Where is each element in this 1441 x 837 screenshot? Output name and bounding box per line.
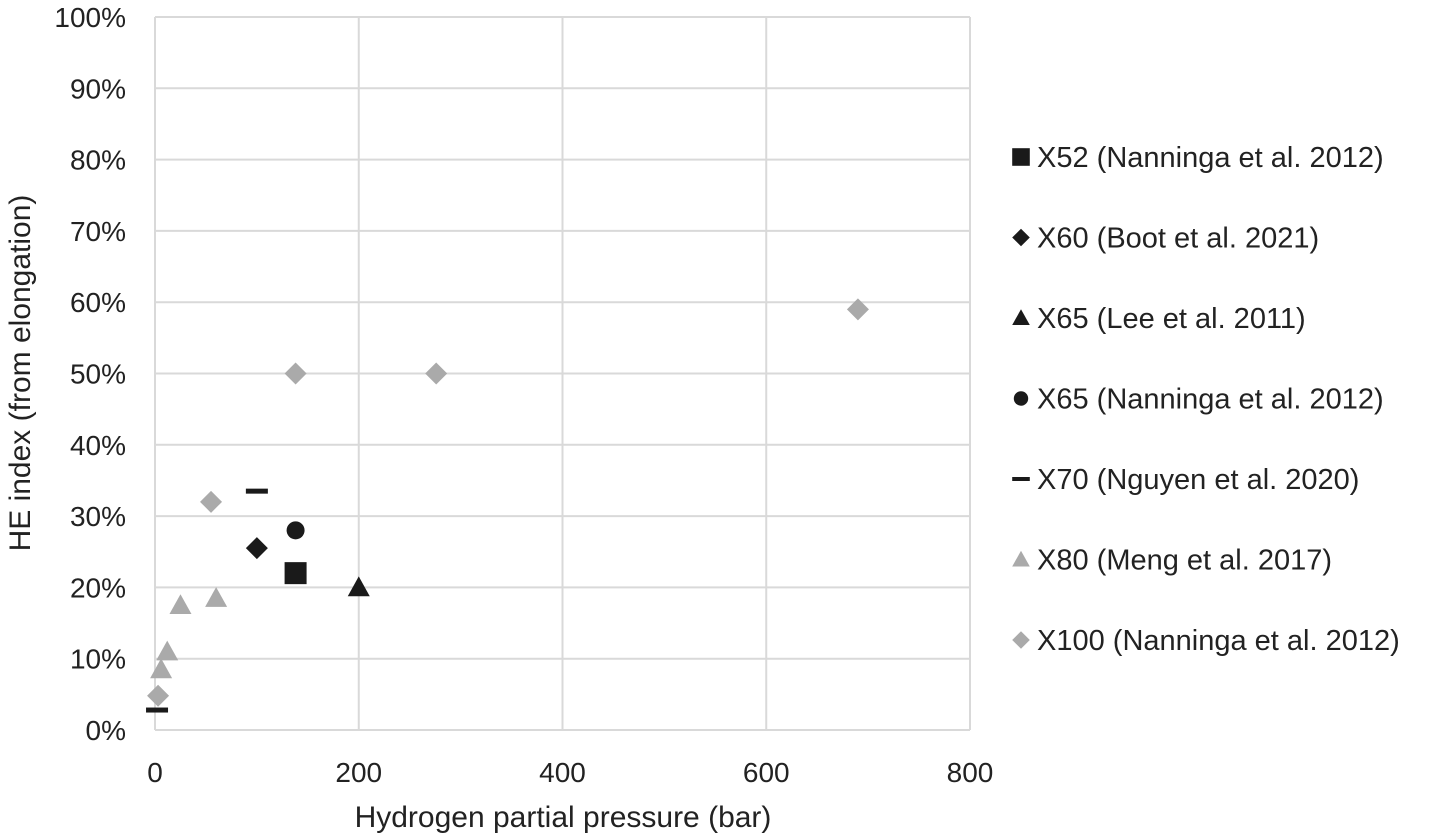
data-point-diamond — [284, 362, 307, 385]
legend-label: X70 (Nguyen et al. 2020) — [1037, 464, 1359, 496]
legend-marker — [1012, 148, 1030, 166]
legend-marker — [1012, 631, 1030, 649]
data-point-diamond — [245, 537, 268, 560]
legend-label: X52 (Nanninga et al. 2012) — [1037, 142, 1384, 174]
y-tick-label: 60% — [70, 287, 126, 318]
data-point-diamond — [200, 490, 223, 513]
legend-marker — [1013, 391, 1029, 406]
data-point-diamond — [846, 298, 869, 321]
y-tick-label: 80% — [70, 145, 126, 176]
y-tick-label: 100% — [54, 2, 126, 33]
data-point-dash — [146, 707, 169, 713]
legend-marker — [1012, 550, 1030, 567]
x-tick-label: 0 — [147, 757, 163, 788]
legend-label: X80 (Meng et al. 2017) — [1037, 545, 1332, 577]
legend-label: X65 (Lee et al. 2011) — [1037, 303, 1306, 335]
data-point-diamond — [425, 362, 448, 385]
legend-marker — [1012, 228, 1030, 247]
x-tick-label: 600 — [743, 757, 790, 788]
y-axis-title: HE index (from elongation) — [4, 195, 37, 552]
data-point-triangle — [347, 576, 370, 597]
x-tick-label: 400 — [539, 757, 586, 788]
y-tick-label: 50% — [70, 359, 126, 390]
y-tick-label: 0% — [86, 715, 126, 746]
data-point-circle — [286, 521, 305, 540]
grid — [154, 16, 971, 731]
legend-marker — [1012, 477, 1030, 481]
y-tick-label: 70% — [70, 216, 126, 247]
data-points — [146, 298, 869, 713]
data-point-triangle — [150, 658, 173, 679]
x-axis-title: Hydrogen partial pressure (bar) — [355, 801, 772, 834]
legend-label: X65 (Nanninga et al. 2012) — [1037, 384, 1384, 416]
legend-label: X60 (Boot et al. 2021) — [1037, 223, 1319, 255]
y-tick-label: 20% — [70, 572, 126, 603]
data-point-square — [284, 562, 307, 585]
y-tick-label: 10% — [70, 644, 126, 675]
y-tick-label: 30% — [70, 501, 126, 532]
legend: X52 (Nanninga et al. 2012) X60 (Boot et a… — [1012, 142, 1400, 657]
data-point-diamond — [147, 684, 170, 707]
axes: 0% 10% 20% 30% 40% 50% 60% 70% 80% 90% 100% 0 200 400… — [54, 2, 993, 788]
x-tick-label: 200 — [335, 757, 382, 788]
data-point-dash — [245, 488, 268, 494]
legend-marker — [1012, 309, 1030, 326]
y-tick-label: 90% — [70, 73, 126, 104]
data-point-triangle — [205, 587, 228, 607]
y-tick-label: 40% — [70, 430, 126, 461]
legend-label: X100 (Nanninga et al. 2012) — [1037, 625, 1400, 657]
x-tick-label: 800 — [947, 757, 994, 788]
data-point-triangle — [169, 594, 192, 615]
data-point-triangle — [156, 640, 179, 661]
